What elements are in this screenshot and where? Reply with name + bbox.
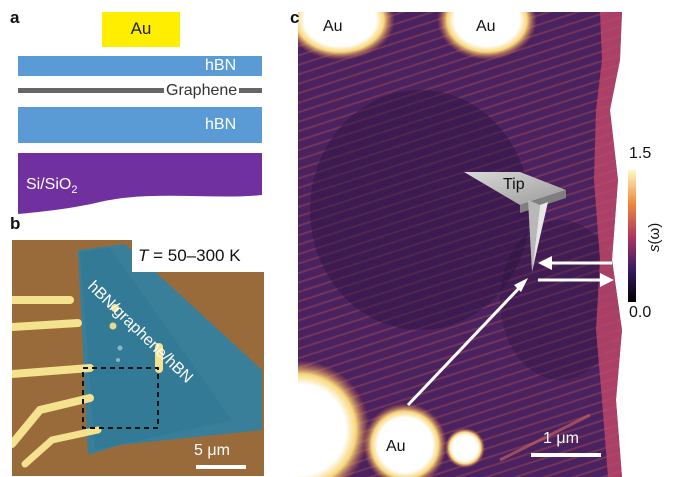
- scan-region-box: [82, 367, 159, 429]
- colorbar-min-label: 0.0: [629, 304, 652, 321]
- au-label-bottom: Au: [386, 438, 406, 455]
- substrate-layer: [18, 153, 262, 214]
- tip-label: Tip: [503, 176, 525, 193]
- panel-label-c: c: [290, 8, 300, 27]
- optical-image: [12, 240, 264, 476]
- substrate-label: Si/SiO2: [26, 176, 78, 197]
- scalebar-c: [531, 453, 601, 457]
- temperature-label: T = 50–300 K: [138, 246, 241, 265]
- light-arrows: [406, 256, 614, 407]
- scalebar-c-label: 1 μm: [543, 430, 579, 447]
- au-pad-bottom-small: [445, 428, 485, 468]
- au-pad-bottom-left: [298, 360, 370, 477]
- top-hbn-label: hBN: [205, 57, 237, 74]
- panel-label-a: a: [10, 8, 20, 27]
- gold-electrode: [102, 12, 180, 47]
- au-pad-top-mid: [437, 12, 537, 60]
- au-pad-top-left: [298, 12, 395, 60]
- near-field-map: [298, 12, 622, 477]
- colorbar-title: s(ω): [646, 222, 663, 252]
- graphene-label: Graphene: [164, 82, 240, 100]
- colorbar: [628, 170, 636, 302]
- au-label-top-mid: Au: [476, 18, 496, 35]
- top-hbn-layer: [18, 56, 262, 76]
- afm-tip: [464, 172, 566, 272]
- au-layer-label: Au: [130, 19, 152, 38]
- colorbar-max-label: 1.5: [629, 145, 652, 162]
- gold-leads: [12, 296, 102, 468]
- au-pad-bottom: [363, 403, 447, 477]
- scalebar-b-label: 5 μm: [194, 442, 230, 459]
- panel-label-b: b: [10, 214, 21, 233]
- bottom-hbn-layer: [18, 107, 262, 143]
- panel-a: [18, 12, 262, 214]
- scalebar-b: [196, 465, 246, 469]
- graphene-layer: [18, 88, 262, 93]
- au-label-top-left: Au: [323, 18, 343, 35]
- bottom-hbn-label: hBN: [205, 116, 237, 133]
